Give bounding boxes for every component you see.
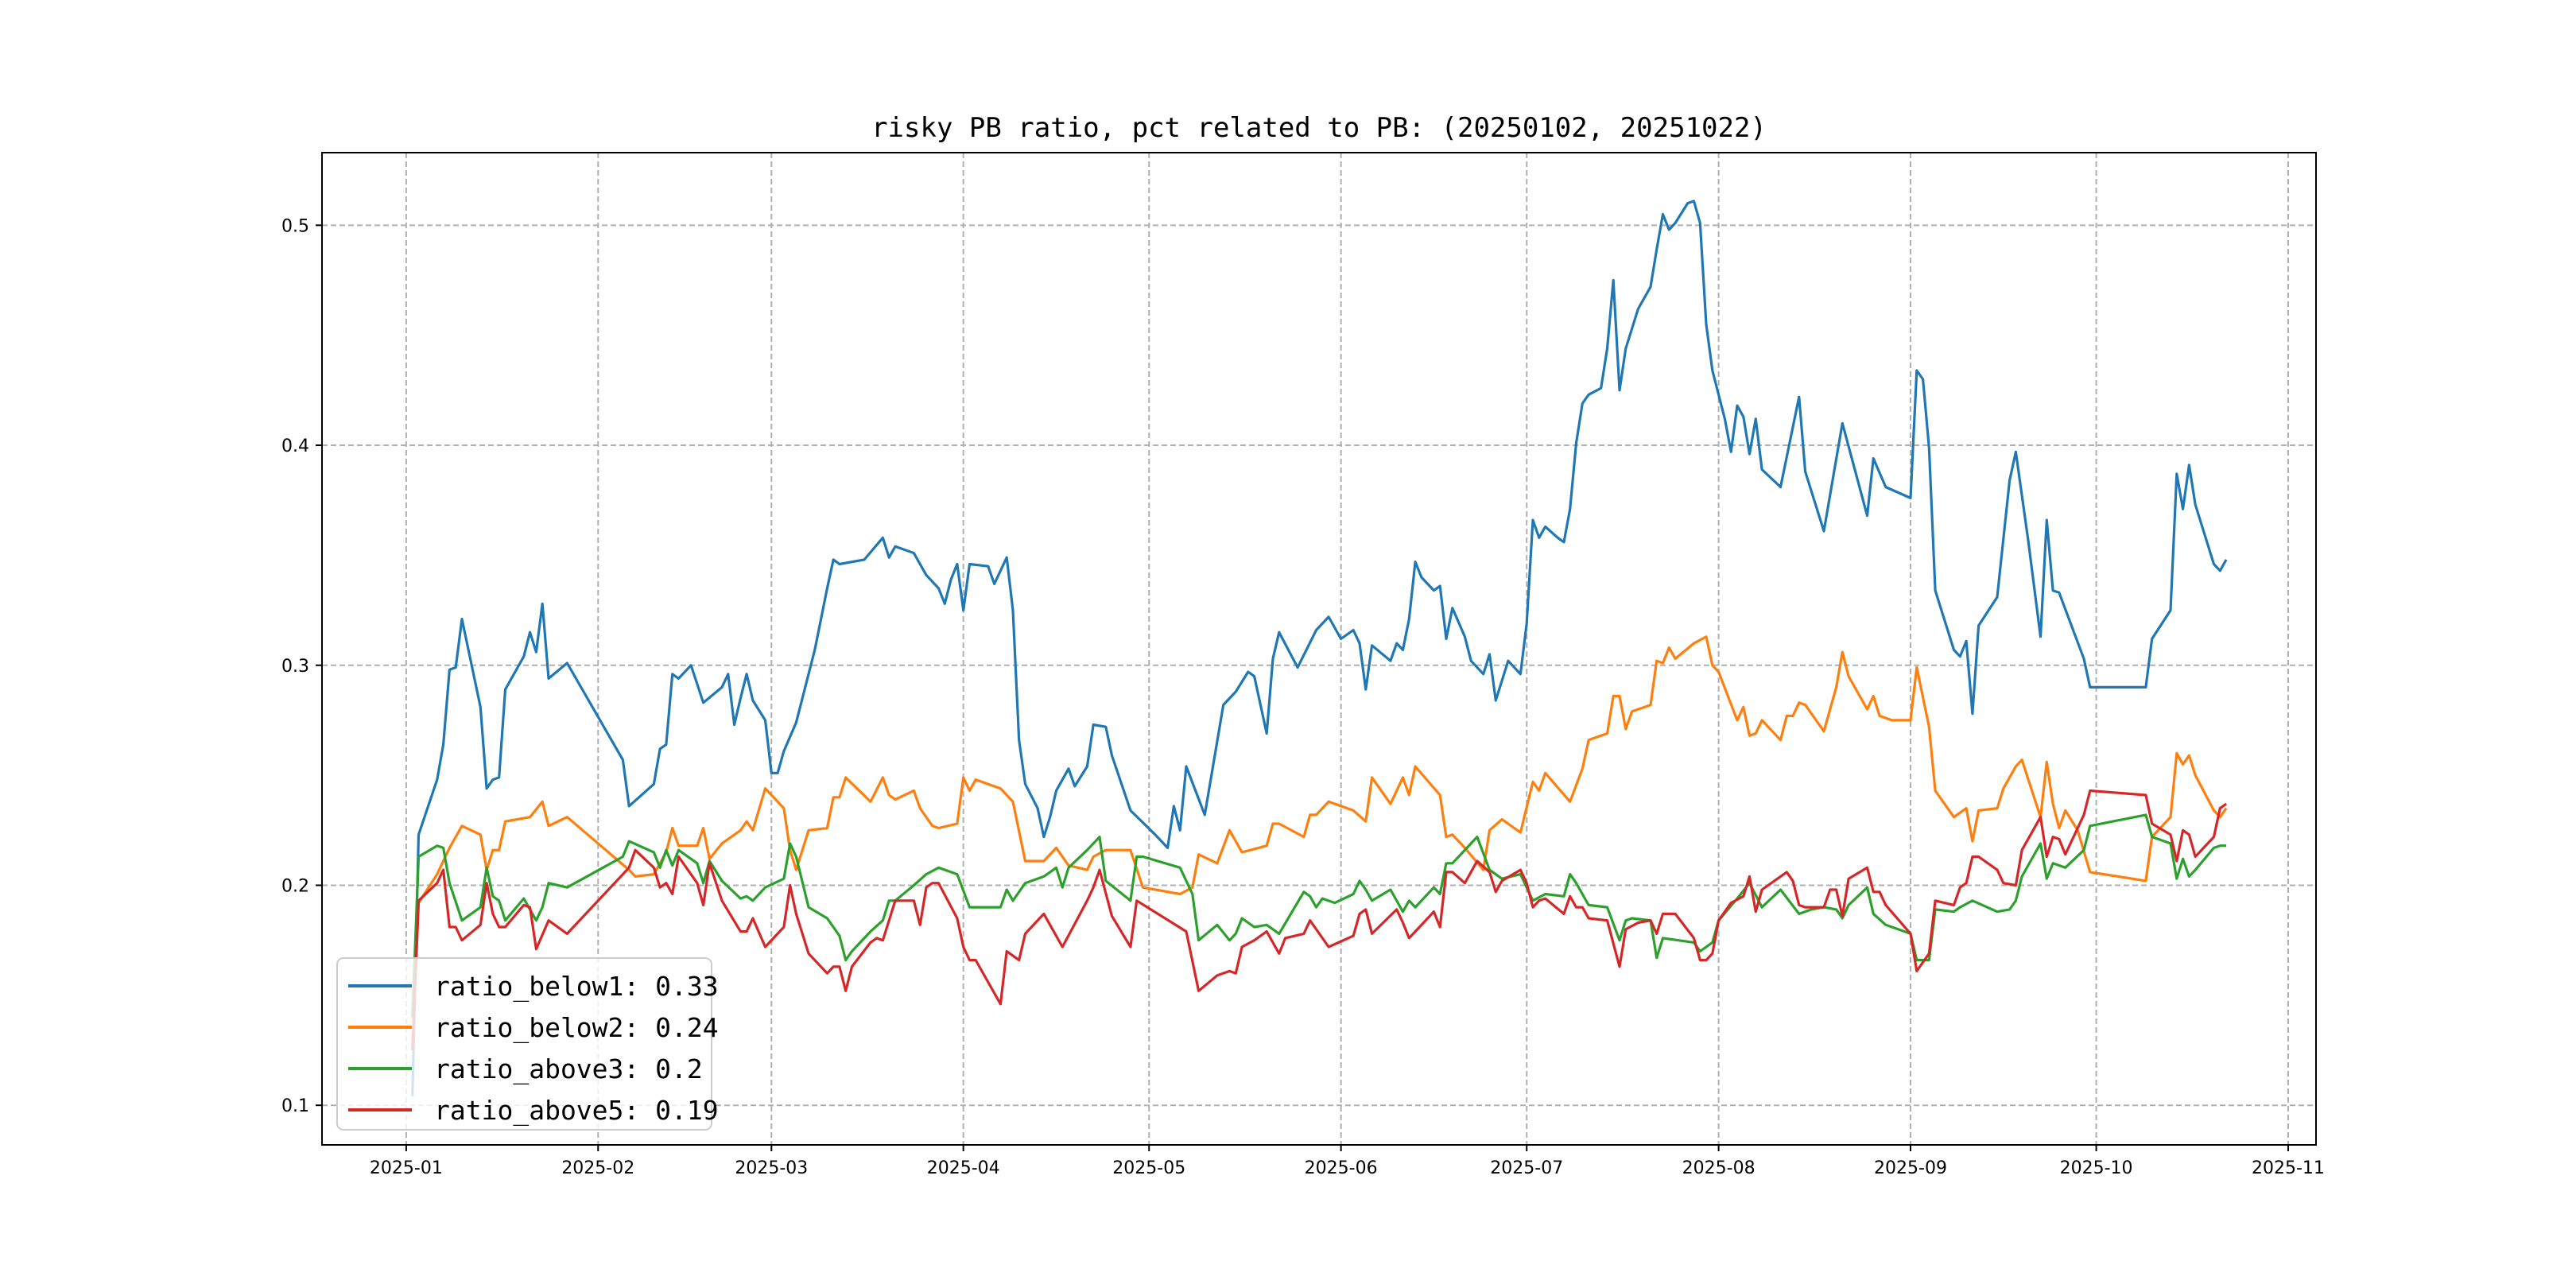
x-tick-label: 2025-05 — [1112, 1158, 1185, 1178]
series-line-ratio_above5 — [411, 789, 2228, 1051]
axes-frame — [321, 152, 2317, 1146]
x-tick-label: 2025-08 — [1682, 1158, 1755, 1178]
x-tick-label: 2025-10 — [2060, 1158, 2133, 1178]
y-tick-label: 0.1 — [281, 1096, 309, 1116]
series-line-ratio_above3 — [411, 813, 2227, 1018]
chart-title: risky PB ratio, pct related to PB: (2025… — [871, 112, 1767, 144]
x-tick-label: 2025-11 — [2252, 1158, 2325, 1178]
legend-label-ratio_below1: ratio_below1: 0.33 — [434, 971, 719, 1003]
y-tick-label: 0.5 — [281, 216, 309, 236]
x-tick-label: 2025-01 — [370, 1158, 443, 1178]
legend-label-ratio_below2: ratio_below2: 0.24 — [434, 1012, 719, 1044]
legend-box — [336, 957, 712, 1131]
series-line-ratio_below2 — [411, 635, 2228, 1051]
series-line-ratio_below1 — [411, 200, 2228, 1097]
y-tick-label: 0.2 — [281, 876, 309, 896]
y-axis: 0.1 0.2 0.3 0.4 0.5 — [281, 216, 322, 1116]
x-tick-label: 2025-09 — [1874, 1158, 1947, 1178]
x-tick-label: 2025-02 — [561, 1158, 634, 1178]
y-tick-label: 0.4 — [281, 436, 309, 456]
x-axis: 2025-01 2025-02 2025-03 2025-04 2025-05 2025-… — [370, 1145, 2325, 1178]
x-tick-label: 2025-03 — [735, 1158, 808, 1178]
x-tick-label: 2025-06 — [1305, 1158, 1378, 1178]
x-tick-label: 2025-07 — [1490, 1158, 1563, 1178]
legend: ratio_below1: 0.33 ratio_below2: 0.24 rati… — [336, 957, 719, 1131]
legend-label-ratio_above5: ratio_above5: 0.19 — [434, 1095, 719, 1127]
legend-label-ratio_above3: ratio_above3: 0.2 — [434, 1053, 703, 1085]
y-tick-label: 0.3 — [281, 657, 309, 677]
series-lines — [411, 200, 2228, 1097]
x-tick-label: 2025-04 — [927, 1158, 1000, 1178]
